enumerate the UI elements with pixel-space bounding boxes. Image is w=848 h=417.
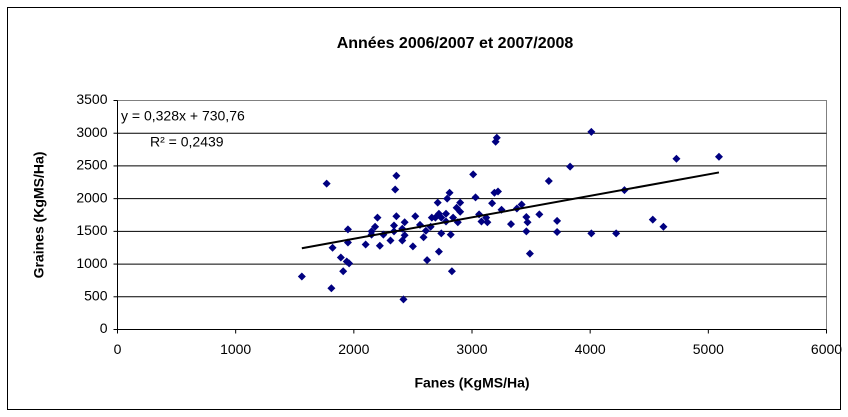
x-tick-label: 3000 — [456, 341, 487, 357]
data-point — [477, 217, 486, 226]
data-point — [446, 230, 455, 239]
data-point — [659, 222, 668, 231]
y-tick-label: 2500 — [76, 157, 107, 173]
data-point — [328, 243, 337, 252]
data-point — [714, 152, 723, 161]
data-point — [373, 213, 382, 222]
y-tick-label: 2000 — [76, 189, 107, 205]
data-point — [488, 199, 497, 208]
data-point — [672, 154, 681, 163]
data-point — [400, 231, 409, 240]
data-point — [447, 267, 456, 276]
y-tick-label: 3000 — [76, 124, 107, 140]
y-tick-label: 3500 — [76, 91, 107, 107]
data-point — [437, 229, 446, 238]
trend-r2: R² = 0,2439 — [150, 134, 224, 150]
data-point — [421, 226, 430, 235]
data-point — [390, 221, 399, 230]
data-point — [411, 212, 420, 221]
x-tick-label: 4000 — [575, 341, 606, 357]
y-tick-label: 1500 — [76, 222, 107, 238]
data-point — [456, 198, 465, 207]
data-point — [434, 247, 443, 256]
data-point — [392, 212, 401, 221]
data-point — [400, 218, 409, 227]
data-point — [392, 171, 401, 180]
data-point — [648, 215, 657, 224]
data-point — [345, 259, 354, 268]
x-tick-label: 0 — [114, 341, 122, 357]
data-point — [517, 200, 526, 209]
data-point — [525, 249, 534, 258]
data-point — [386, 236, 395, 245]
data-point — [297, 272, 306, 281]
data-point — [469, 170, 478, 179]
data-point — [443, 194, 452, 203]
data-point — [553, 216, 562, 225]
trend-equation: y = 0,328x + 730,76 — [121, 108, 245, 124]
data-point — [408, 242, 417, 251]
data-point — [375, 241, 384, 250]
data-point — [506, 220, 515, 229]
data-point — [336, 253, 345, 262]
data-point — [433, 198, 442, 207]
data-point — [612, 229, 621, 238]
data-point — [423, 256, 432, 265]
x-tick-label: 1000 — [220, 341, 251, 357]
data-point — [566, 162, 575, 171]
trendline — [301, 171, 720, 250]
chart-title: Années 2006/2007 et 2007/2008 — [337, 35, 574, 52]
data-point — [442, 209, 451, 218]
x-tick-label: 2000 — [338, 341, 369, 357]
data-point — [522, 227, 531, 236]
data-point — [361, 240, 370, 249]
data-point — [523, 218, 532, 227]
y-axis-label: Graines (KgMS/Ha) — [31, 152, 47, 279]
data-point — [327, 284, 336, 293]
data-point — [419, 233, 428, 242]
data-point — [553, 228, 562, 237]
data-point — [492, 133, 501, 142]
x-tick-label: 6000 — [811, 341, 842, 357]
data-point — [483, 218, 492, 227]
data-point — [339, 267, 348, 276]
data-point — [522, 212, 531, 221]
data-point — [456, 207, 465, 216]
data-point — [587, 127, 596, 136]
data-point — [587, 229, 596, 238]
y-tick-label: 0 — [100, 320, 108, 336]
data-point — [399, 295, 408, 304]
y-tick-label: 1000 — [76, 255, 107, 271]
data-point — [391, 185, 400, 194]
plot-area — [117, 100, 827, 330]
data-point — [343, 225, 352, 234]
x-axis-label: Fanes (KgMS/Ha) — [414, 375, 529, 391]
data-point — [322, 179, 331, 188]
data-point — [437, 213, 446, 222]
y-tick-label: 500 — [84, 287, 108, 303]
x-tick-label: 5000 — [693, 341, 724, 357]
data-point — [445, 188, 454, 197]
data-point — [544, 176, 553, 185]
data-point — [367, 227, 376, 236]
data-point — [493, 187, 502, 196]
data-point — [371, 222, 380, 231]
data-point — [535, 210, 544, 219]
data-point — [471, 193, 480, 202]
